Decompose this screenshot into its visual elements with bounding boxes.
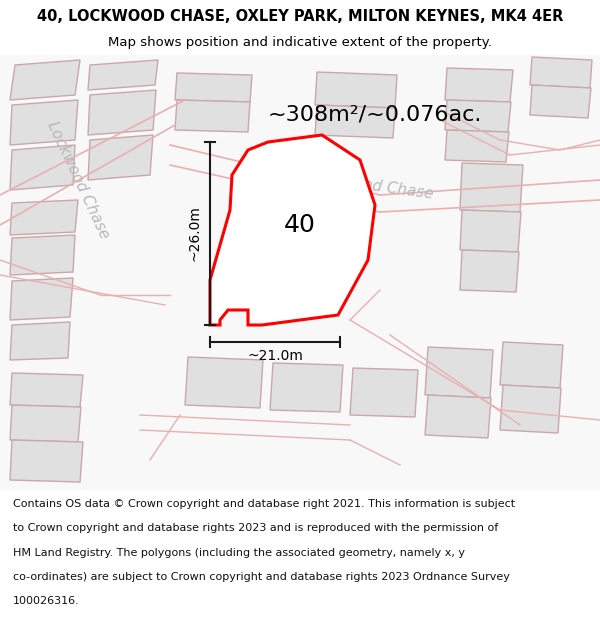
Text: Lockwood Chase: Lockwood Chase	[44, 119, 112, 241]
Polygon shape	[10, 278, 73, 320]
Polygon shape	[10, 405, 81, 442]
Text: Lockwood Chase: Lockwood Chase	[305, 169, 434, 201]
Polygon shape	[500, 385, 561, 433]
Polygon shape	[10, 100, 78, 145]
Polygon shape	[460, 250, 519, 292]
Text: ~21.0m: ~21.0m	[247, 349, 303, 363]
Polygon shape	[445, 100, 511, 132]
Polygon shape	[10, 322, 70, 360]
Polygon shape	[350, 368, 418, 417]
Polygon shape	[175, 73, 252, 102]
Text: HM Land Registry. The polygons (including the associated geometry, namely x, y: HM Land Registry. The polygons (includin…	[13, 548, 465, 558]
Polygon shape	[445, 130, 509, 162]
Polygon shape	[210, 135, 375, 325]
Polygon shape	[530, 85, 591, 118]
Polygon shape	[88, 135, 153, 180]
Polygon shape	[0, 55, 600, 490]
Polygon shape	[530, 57, 592, 88]
Polygon shape	[10, 200, 78, 235]
Polygon shape	[10, 145, 75, 190]
Polygon shape	[10, 235, 75, 275]
Polygon shape	[425, 395, 491, 438]
Polygon shape	[315, 105, 395, 138]
Text: Map shows position and indicative extent of the property.: Map shows position and indicative extent…	[108, 36, 492, 49]
Text: 40, LOCKWOOD CHASE, OXLEY PARK, MILTON KEYNES, MK4 4ER: 40, LOCKWOOD CHASE, OXLEY PARK, MILTON K…	[37, 9, 563, 24]
Polygon shape	[10, 60, 80, 100]
Polygon shape	[445, 68, 513, 102]
Polygon shape	[175, 100, 250, 132]
Polygon shape	[315, 72, 397, 108]
Text: ~308m²/~0.076ac.: ~308m²/~0.076ac.	[268, 105, 482, 125]
Text: 40: 40	[284, 213, 316, 237]
Polygon shape	[88, 60, 158, 90]
Text: Contains OS data © Crown copyright and database right 2021. This information is : Contains OS data © Crown copyright and d…	[13, 499, 515, 509]
Text: co-ordinates) are subject to Crown copyright and database rights 2023 Ordnance S: co-ordinates) are subject to Crown copyr…	[13, 571, 510, 581]
Polygon shape	[425, 347, 493, 398]
Polygon shape	[460, 210, 521, 252]
Polygon shape	[10, 440, 83, 482]
Text: ~26.0m: ~26.0m	[188, 206, 202, 261]
Text: to Crown copyright and database rights 2023 and is reproduced with the permissio: to Crown copyright and database rights 2…	[13, 524, 499, 534]
Polygon shape	[10, 373, 83, 407]
Polygon shape	[88, 90, 156, 135]
Polygon shape	[270, 363, 343, 412]
Polygon shape	[185, 357, 263, 408]
Polygon shape	[500, 342, 563, 388]
Polygon shape	[460, 163, 523, 212]
Text: 100026316.: 100026316.	[13, 596, 80, 606]
